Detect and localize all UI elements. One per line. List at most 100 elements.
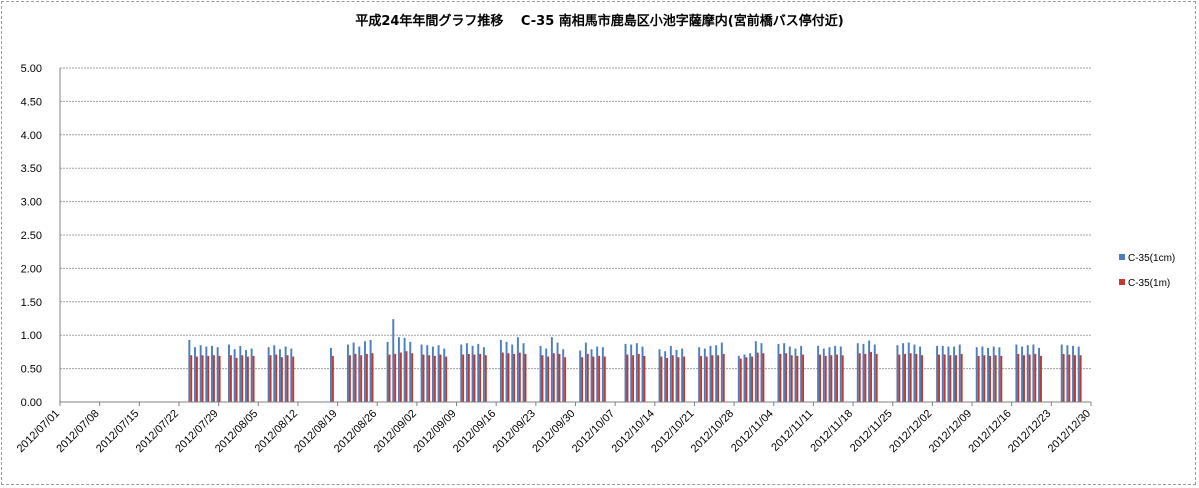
bar-series-2	[195, 356, 198, 402]
bar-series-1	[516, 337, 519, 402]
bar-series-1	[584, 342, 587, 402]
bar-series-2	[235, 357, 238, 402]
bar-series-1	[499, 339, 502, 402]
bar-series-2	[388, 354, 391, 402]
bar-series-2	[581, 357, 584, 402]
bar-series-2	[705, 356, 708, 402]
bar-series-2	[830, 355, 833, 402]
bar-series-1	[579, 350, 582, 402]
bar-series-1	[431, 346, 434, 402]
bar-series-1	[437, 345, 440, 402]
bar-series-1	[369, 339, 372, 402]
bar-series-2	[1017, 353, 1020, 402]
bar-series-2	[552, 353, 555, 402]
bar-series-1	[522, 343, 525, 402]
bar-series-2	[348, 355, 351, 402]
bar-series-2	[241, 355, 244, 402]
bar-series-1	[409, 341, 412, 402]
bar-series-2	[501, 352, 504, 402]
bar-series-1	[1060, 344, 1063, 402]
bar-series-1	[460, 344, 463, 402]
bar-series-2	[938, 354, 940, 402]
bar-series-1	[211, 345, 213, 402]
bar-series-2	[275, 354, 278, 402]
bar-series-1	[794, 348, 797, 402]
bar-series-1	[352, 342, 355, 402]
bar-series-2	[864, 353, 867, 402]
bar-series-2	[915, 353, 918, 402]
bar-series-2	[921, 355, 923, 402]
bar-series-2	[462, 354, 465, 402]
x-tick-label: 2012/12/30	[1046, 408, 1093, 455]
bar-series-2	[399, 352, 402, 402]
bar-series-2	[762, 353, 765, 402]
bar-series-1	[675, 349, 678, 402]
gridlines	[60, 67, 1091, 370]
bar-series-2	[909, 353, 912, 402]
y-tick-label: 3.50	[21, 163, 42, 175]
bar-series-2	[802, 354, 805, 402]
bar-series-2	[1028, 354, 1031, 402]
bar-series-2	[422, 354, 425, 402]
bar-series-1	[267, 347, 270, 402]
bar-series-2	[201, 355, 204, 402]
bar-series-1	[1066, 345, 1069, 402]
legend-label-series-1: C-35(1cm)	[1128, 253, 1175, 264]
bar-series-1	[936, 345, 939, 402]
bar-series-1	[681, 348, 684, 402]
bar-series-1	[358, 346, 361, 402]
bar-series-2	[898, 354, 901, 402]
bar-series-2	[790, 355, 793, 402]
bar-series-1	[284, 346, 287, 402]
bar-series-1	[1015, 344, 1018, 402]
bar-series-1	[1038, 347, 1041, 402]
bar-series-2	[785, 353, 788, 402]
bar-series-1	[443, 348, 446, 402]
bar-series-2	[246, 356, 249, 402]
bar-series-1	[239, 345, 242, 402]
bar-series-2	[904, 353, 906, 402]
bar-series-2	[286, 355, 289, 402]
bar-series-1	[273, 345, 276, 402]
bar-series-1	[630, 344, 633, 402]
bar-series-2	[841, 355, 844, 402]
y-tick-label: 4.50	[21, 96, 42, 108]
bar-series-1	[868, 340, 871, 402]
bar-series-1	[737, 355, 740, 402]
y-axis-ticks: 0.00 0.50 1.00 1.50 2.00 2.50 3.00 3.50 4.00 4.50…	[21, 63, 42, 409]
bar-series-2	[626, 354, 629, 402]
bar-series-1	[664, 351, 667, 402]
bar-series-1	[1072, 345, 1075, 402]
bar-series-1	[346, 344, 349, 402]
bar-series-2	[1079, 355, 1082, 402]
bar-series-2	[943, 354, 946, 402]
bar-series-2	[280, 357, 283, 402]
bar-series-1	[511, 344, 514, 402]
bar-series-2	[603, 356, 606, 402]
bar-series-1	[828, 347, 831, 402]
bar-series-2	[756, 352, 759, 402]
bar-series-1	[228, 344, 230, 402]
bar-series-2	[983, 355, 986, 402]
bar-series-2	[643, 355, 646, 402]
bar-series-1	[817, 345, 820, 402]
bar-series-2	[989, 355, 991, 402]
bar-series-1	[641, 346, 644, 402]
bar-series-2	[292, 356, 295, 402]
bar-series-2	[331, 355, 334, 402]
bar-series-1	[919, 346, 922, 402]
bar-series-2	[513, 353, 516, 402]
bar-series-2	[564, 357, 567, 402]
bar-series-1	[834, 345, 837, 402]
bar-series-2	[751, 356, 754, 402]
bar-series-2	[671, 355, 674, 402]
y-tick-label: 0.50	[21, 364, 42, 376]
chart-title: 平成24年年間グラフ推移 C-35 南相馬市鹿島区小池字薩摩内(宮前橋バス停付近…	[355, 14, 844, 29]
bar-series-2	[637, 353, 640, 402]
bar-series-1	[635, 343, 638, 402]
bar-series-1	[862, 343, 865, 402]
bar-series-1	[873, 344, 876, 402]
bar-series-1	[624, 343, 627, 402]
bar-series-2	[524, 353, 527, 402]
bar-series-2	[411, 353, 414, 402]
